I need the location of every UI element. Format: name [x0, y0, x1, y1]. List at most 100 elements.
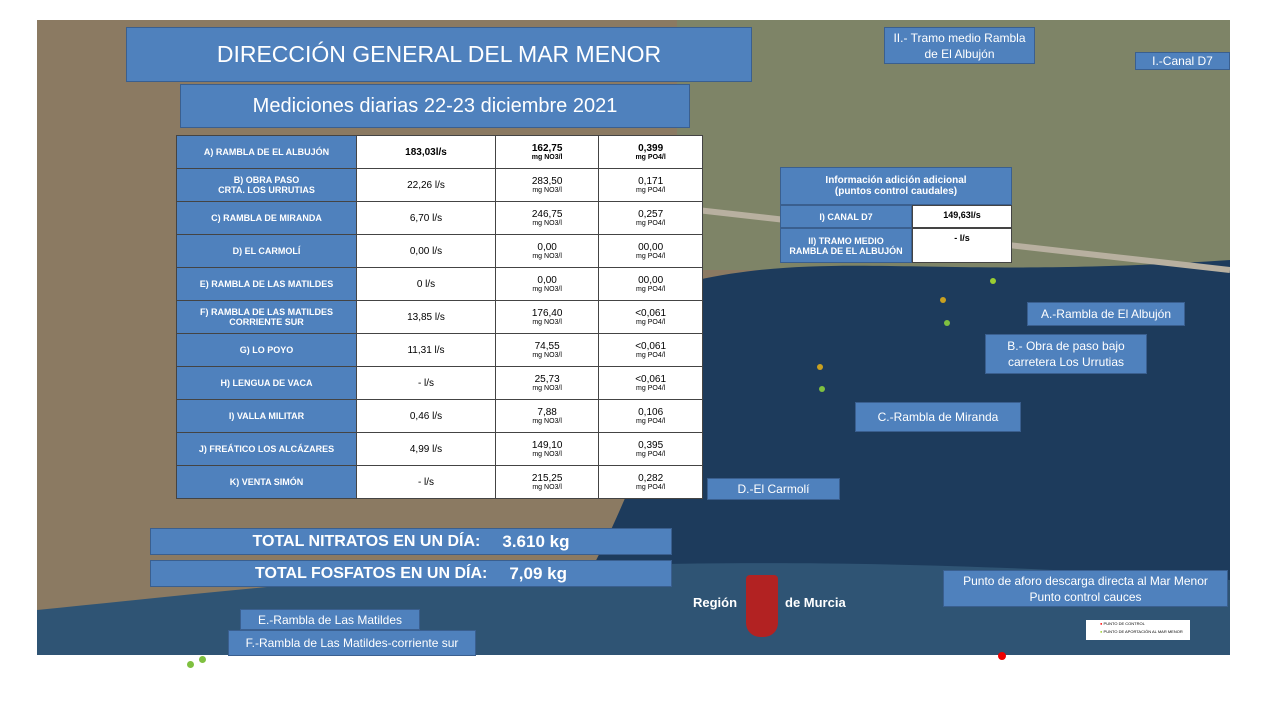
row-label: B) OBRA PASO CRTA. LOS URRUTIAS — [176, 168, 357, 202]
concentration-cell: 283,50 mg NO3/l — [494, 168, 600, 202]
value: 0,257 — [638, 209, 664, 220]
legend-text: Punto de aforo descarga directa al Mar M… — [943, 570, 1228, 607]
map-label: D.-El Carmolí — [707, 478, 840, 500]
info-label: II) TRAMO MEDIO RAMBLA DE EL ALBUJÓN — [780, 228, 912, 263]
concentration-cell: 0,171 mg PO4/l — [598, 168, 703, 202]
flow-cell: 6,70 l/s — [356, 201, 496, 235]
info-row: II) TRAMO MEDIO RAMBLA DE EL ALBUJÓN - l/… — [780, 228, 1012, 263]
unit: mg PO4/l — [636, 385, 666, 392]
concentration-cell: 149,10 mg NO3/l — [494, 432, 600, 466]
unit: mg NO3/l — [532, 286, 562, 293]
info-value: - l/s — [912, 228, 1012, 263]
flow-cell: 22,26 l/s — [356, 168, 496, 202]
flow-cell: 4,99 l/s — [356, 432, 496, 466]
concentration-cell: 215,25 mg NO3/l — [494, 465, 600, 499]
unit: mg PO4/l — [636, 187, 666, 194]
flow-cell: 183,03l/s — [356, 135, 496, 169]
flow-cell: 0 l/s — [356, 267, 496, 301]
flow-cell: - l/s — [356, 366, 496, 400]
flow-cell: 0,46 l/s — [356, 399, 496, 433]
table-row: E) RAMBLA DE LAS MATILDES 0 l/s 0,00 mg NO3… — [176, 267, 703, 301]
info-label: I) CANAL D7 — [780, 205, 912, 228]
unit: mg NO3/l — [532, 385, 562, 392]
concentration-cell: 0,00 mg NO3/l — [494, 234, 600, 268]
map-label: II.- Tramo medio Rambla de El Albujón — [884, 27, 1035, 64]
map-label: E.-Rambla de Las Matildes — [240, 609, 420, 630]
measurements-table: A) RAMBLA DE EL ALBUJÓN 183,03l/s 162,75 mg… — [176, 135, 703, 499]
row-label: D) EL CARMOLÍ — [176, 234, 357, 268]
concentration-cell: <0,061 mg PO4/l — [598, 366, 703, 400]
row-label: H) LENGUA DE VACA — [176, 366, 357, 400]
table-row: B) OBRA PASO CRTA. LOS URRUTIAS 22,26 l/s… — [176, 168, 703, 202]
table-row: D) EL CARMOLÍ 0,00 l/s 0,00 mg NO3/l 00,00 mg… — [176, 234, 703, 268]
concentration-cell: 0,106 mg PO4/l — [598, 399, 703, 433]
value: 00,00 — [638, 242, 664, 253]
table-row: H) LENGUA DE VACA - l/s 25,73 mg NO3/l <0,06… — [176, 366, 703, 400]
point — [187, 661, 194, 668]
value: 0,171 — [638, 176, 664, 187]
point — [998, 652, 1006, 660]
unit: mg PO4/l — [636, 286, 666, 293]
row-label: J) FREÁTICO LOS ALCÁZARES — [176, 432, 357, 466]
legend: ● PUNTO DE CONTROL ● PUNTO DE APORTACIÓN… — [1086, 620, 1190, 640]
concentration-cell: 7,88 mg NO3/l — [494, 399, 600, 433]
unit: mg PO4/l — [636, 418, 666, 425]
flow-cell: 13,85 l/s — [356, 300, 496, 334]
unit: mg NO3/l — [531, 154, 563, 161]
value: 0,00 — [537, 275, 557, 286]
concentration-cell: <0,061 mg PO4/l — [598, 300, 703, 334]
value: <0,061 — [635, 374, 667, 385]
info-title: Información adición adicional (puntos co… — [780, 167, 1012, 205]
title: DIRECCIÓN GENERAL DEL MAR MENOR — [126, 27, 752, 82]
flow-cell: 0,00 l/s — [356, 234, 496, 268]
info-box: Información adición adicional (puntos co… — [780, 167, 1012, 263]
subtitle: Mediciones diarias 22-23 diciembre 2021 — [180, 84, 690, 128]
table-row: F) RAMBLA DE LAS MATILDES CORRIENTE SUR 1… — [176, 300, 703, 334]
row-label: C) RAMBLA DE MIRANDA — [176, 201, 357, 235]
unit: mg PO4/l — [636, 451, 666, 458]
unit: mg PO4/l — [636, 253, 666, 260]
unit: mg NO3/l — [532, 352, 562, 359]
table-row: K) VENTA SIMÓN - l/s 215,25 mg NO3/l 0,282 mg… — [176, 465, 703, 499]
value: 00,00 — [638, 275, 664, 286]
unit: mg PO4/l — [635, 154, 666, 161]
info-row: I) CANAL D7 149,63l/s — [780, 205, 1012, 228]
legend-label: PUNTO DE CONTROL — [1103, 621, 1145, 626]
value: 0,282 — [638, 473, 664, 484]
concentration-cell: 162,75 mg NO3/l — [494, 135, 600, 169]
total-label: TOTAL FOSFATOS EN UN DÍA: — [255, 564, 488, 582]
flow-cell: - l/s — [356, 465, 496, 499]
concentration-cell: 00,00 mg PO4/l — [598, 234, 703, 268]
table-row: C) RAMBLA DE MIRANDA 6,70 l/s 246,75 mg NO3… — [176, 201, 703, 235]
unit: mg PO4/l — [636, 319, 666, 326]
concentration-cell: 176,40 mg NO3/l — [494, 300, 600, 334]
total-box: TOTAL FOSFATOS EN UN DÍA: 7,09 kg — [150, 560, 672, 587]
value: 149,10 — [531, 440, 563, 451]
value: 283,50 — [531, 176, 563, 187]
value: 0,399 — [638, 143, 664, 154]
concentration-cell: 00,00 mg PO4/l — [598, 267, 703, 301]
logo-shield — [746, 575, 778, 637]
value: 246,75 — [531, 209, 563, 220]
unit: mg NO3/l — [532, 253, 562, 260]
row-label: E) RAMBLA DE LAS MATILDES — [176, 267, 357, 301]
row-label: I) VALLA MILITAR — [176, 399, 357, 433]
value: 0,395 — [638, 440, 664, 451]
concentration-cell: <0,061 mg PO4/l — [598, 333, 703, 367]
info-value: 149,63l/s — [912, 205, 1012, 228]
logo-text: Región — [693, 595, 738, 610]
table-row: I) VALLA MILITAR 0,46 l/s 7,88 mg NO3/l 0,10… — [176, 399, 703, 433]
value: 162,75 — [531, 143, 563, 154]
unit: mg NO3/l — [532, 484, 562, 491]
value: <0,061 — [635, 341, 667, 352]
total-value: 7,09 kg — [509, 563, 567, 583]
point — [199, 656, 206, 663]
total-value: 3.610 kg — [502, 531, 570, 551]
row-label: A) RAMBLA DE EL ALBUJÓN — [176, 135, 357, 169]
value: 215,25 — [531, 473, 563, 484]
unit: mg PO4/l — [636, 220, 666, 227]
value: 0,106 — [638, 407, 664, 418]
flow-cell: 11,31 l/s — [356, 333, 496, 367]
map-label: B.- Obra de paso bajo carretera Los Urru… — [985, 334, 1147, 374]
